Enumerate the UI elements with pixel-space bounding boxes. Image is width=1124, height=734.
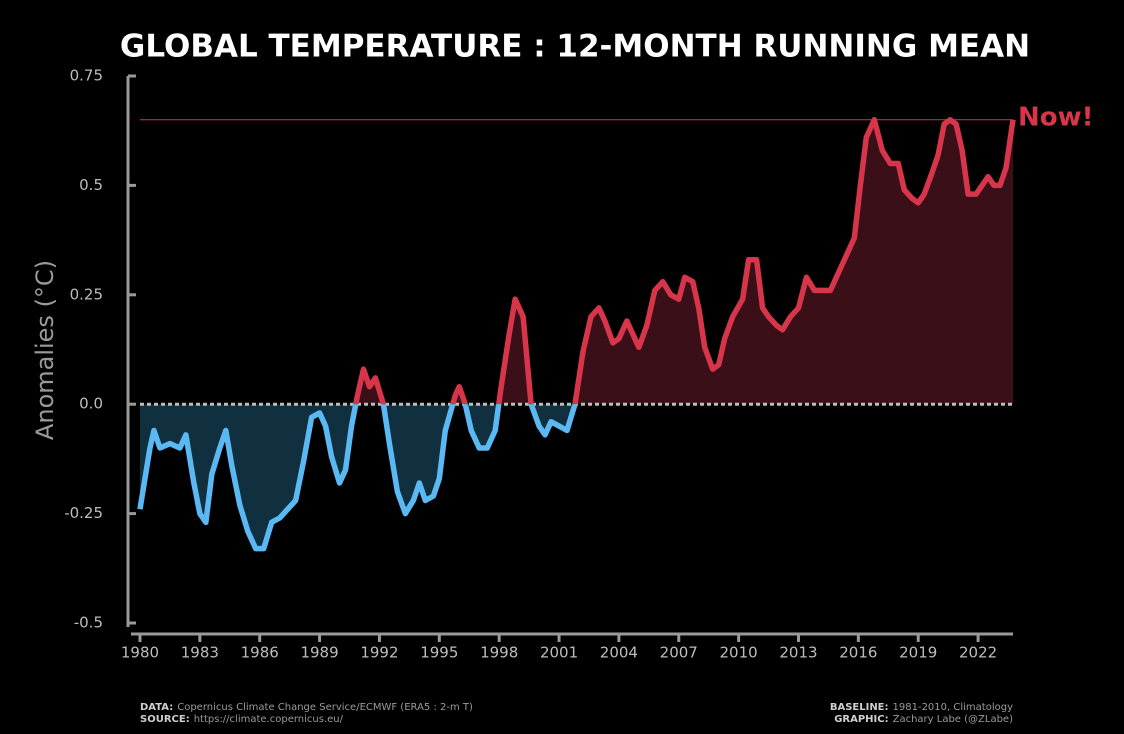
footnote-text: 1981-2010, Climatology <box>893 702 1014 713</box>
footnote-text: Zachary Labe (@ZLabe) <box>893 714 1013 725</box>
footnote-text: Copernicus Climate Change Service/ECMWF … <box>177 702 473 713</box>
footnote: SOURCE: https://climate.copernicus.eu/ <box>140 714 344 725</box>
x-tick-label: 1983 <box>181 644 219 662</box>
y-tick-label: 0.75 <box>70 67 103 85</box>
x-tick-label: 2001 <box>540 644 578 662</box>
x-tick-label: 2019 <box>899 644 937 662</box>
footnote-text: https://climate.copernicus.eu/ <box>194 714 344 725</box>
x-tick-label: 2013 <box>779 644 817 662</box>
footnote-label: SOURCE: <box>140 714 190 725</box>
footnote: DATA: Copernicus Climate Change Service/E… <box>140 702 473 713</box>
x-tick-label: 2007 <box>660 644 698 662</box>
x-tick-label: 1992 <box>360 644 398 662</box>
y-tick-label: -0.5 <box>74 614 103 632</box>
x-tick-label: 1989 <box>300 644 338 662</box>
x-tick-label: 2016 <box>839 644 877 662</box>
footnote-label: GRAPHIC: <box>834 714 888 725</box>
x-tick-label: 2004 <box>600 644 638 662</box>
x-tick-label: 1995 <box>420 644 458 662</box>
footnote-label: BASELINE: <box>830 702 889 713</box>
y-tick-label: -0.25 <box>64 504 103 522</box>
y-tick-label: 0.25 <box>70 285 103 303</box>
y-axis-label: Anomalies (°C) <box>31 260 59 440</box>
x-tick-label: 2010 <box>720 644 758 662</box>
chart-title: GLOBAL TEMPERATURE : 12-MONTH RUNNING ME… <box>120 29 1030 65</box>
line-above <box>352 117 1016 405</box>
footnote: GRAPHIC: Zachary Labe (@ZLabe) <box>834 714 1013 725</box>
x-tick-label: 1986 <box>241 644 279 662</box>
y-tick-label: 0.5 <box>79 176 103 194</box>
y-tick-label: 0.0 <box>79 395 103 413</box>
area-below <box>139 404 575 549</box>
footnote: BASELINE: 1981-2010, Climatology <box>830 702 1013 713</box>
now-label: Now! <box>1018 102 1094 132</box>
line-below <box>137 404 578 552</box>
x-tick-label: 1980 <box>121 644 159 662</box>
x-tick-label: 2022 <box>959 644 997 662</box>
x-tick-label: 1998 <box>480 644 518 662</box>
footnote-label: DATA: <box>140 702 173 713</box>
area-above <box>139 119 1013 405</box>
